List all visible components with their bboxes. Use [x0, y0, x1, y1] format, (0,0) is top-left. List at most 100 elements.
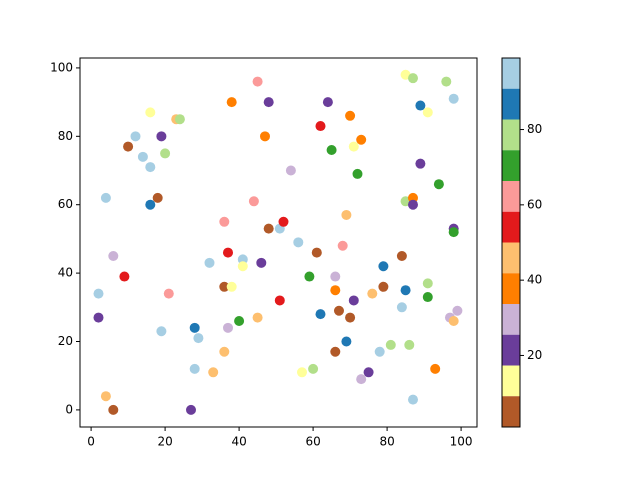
point — [322, 97, 333, 108]
point — [123, 141, 134, 152]
point — [341, 209, 352, 220]
point — [163, 288, 174, 299]
point — [337, 240, 348, 251]
x-tick-label: 20 — [157, 435, 172, 449]
point — [237, 261, 248, 272]
point — [404, 339, 415, 350]
point — [204, 257, 215, 268]
point — [407, 192, 418, 203]
x-tick-label: 40 — [231, 435, 246, 449]
point — [311, 247, 322, 258]
point — [193, 333, 204, 344]
point — [160, 148, 171, 159]
x-tick-label: 60 — [305, 435, 320, 449]
point — [256, 257, 267, 268]
y-tick-label: 20 — [58, 334, 73, 348]
colorbar-segment — [502, 88, 520, 120]
point — [308, 363, 319, 374]
point — [430, 363, 441, 374]
point — [341, 336, 352, 347]
point — [119, 271, 130, 282]
colorbar-segment — [502, 211, 520, 243]
point — [226, 281, 237, 292]
point — [441, 76, 452, 87]
point — [374, 346, 385, 357]
point — [208, 367, 219, 378]
point — [296, 367, 307, 378]
point — [448, 315, 459, 326]
point — [108, 404, 119, 415]
point — [189, 363, 200, 374]
point — [145, 199, 156, 210]
point — [396, 302, 407, 313]
point — [415, 100, 426, 111]
x-tick-label: 80 — [379, 435, 394, 449]
colorbar-tick-label: 20 — [527, 348, 542, 362]
point — [378, 261, 389, 272]
x-tick-label: 0 — [87, 435, 95, 449]
point — [400, 285, 411, 296]
point — [315, 309, 326, 320]
point — [422, 107, 433, 118]
point — [174, 114, 185, 125]
point — [345, 110, 356, 121]
point — [252, 76, 263, 87]
point — [252, 312, 263, 323]
axes-frame — [79, 57, 478, 428]
point — [293, 237, 304, 248]
point — [219, 281, 230, 292]
point — [100, 391, 111, 402]
point — [385, 339, 396, 350]
point — [304, 271, 315, 282]
colorbar-segment — [502, 150, 520, 181]
point — [356, 374, 367, 385]
point — [363, 367, 374, 378]
point — [145, 162, 156, 173]
point — [145, 107, 156, 118]
y-tick-label: 80 — [58, 129, 73, 143]
point — [185, 404, 196, 415]
point — [348, 141, 359, 152]
point — [108, 251, 119, 262]
point — [278, 216, 289, 227]
point — [219, 216, 230, 227]
colorbar-tick-label: 80 — [527, 122, 542, 136]
point — [333, 305, 344, 316]
point — [407, 394, 418, 405]
point — [100, 192, 111, 203]
point — [407, 199, 418, 210]
point — [330, 346, 341, 357]
point — [263, 97, 274, 108]
point — [234, 315, 245, 326]
point — [348, 295, 359, 306]
point — [315, 121, 326, 132]
point — [222, 322, 233, 333]
colorbar-tick-label: 40 — [527, 273, 542, 287]
y-tick-label: 40 — [58, 266, 73, 280]
point — [422, 292, 433, 303]
point — [263, 223, 274, 234]
colorbar-segment — [502, 181, 520, 212]
point — [326, 144, 337, 155]
colorbar-tick-label: 60 — [527, 197, 542, 211]
point — [274, 295, 285, 306]
point — [219, 346, 230, 357]
point — [237, 254, 248, 265]
point — [137, 151, 148, 162]
point — [93, 312, 104, 323]
colorbar-segment — [502, 242, 520, 274]
point — [433, 179, 444, 190]
point — [222, 247, 233, 258]
colorbar-segment — [502, 334, 520, 366]
point — [356, 134, 367, 145]
colorbar-segment — [502, 273, 520, 304]
point — [130, 131, 141, 142]
point — [352, 168, 363, 179]
colorbar-segment — [502, 119, 520, 151]
colorbar-segment — [502, 396, 520, 427]
y-tick-label: 0 — [65, 402, 73, 416]
point — [378, 281, 389, 292]
colorbar-segment — [502, 304, 520, 335]
point — [259, 131, 270, 142]
point — [285, 165, 296, 176]
